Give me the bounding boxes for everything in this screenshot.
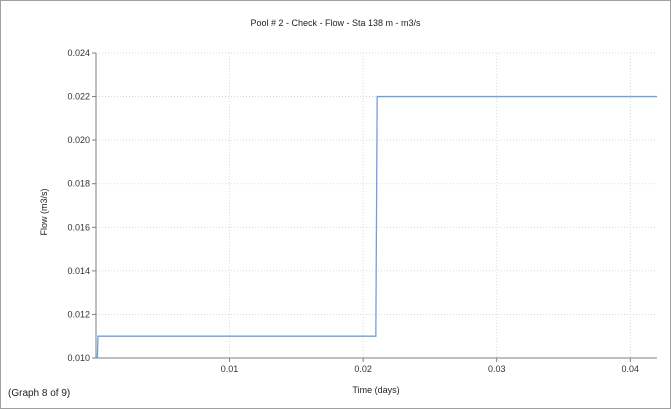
x-tick-label: 0.02 [354,364,372,374]
x-axis-label: Time (days) [352,385,399,395]
y-tick-label: 0.018 [67,179,90,189]
y-tick-label: 0.024 [67,48,90,58]
x-tick-label: 0.01 [221,364,239,374]
y-axis-label: Flow (m3/s) [39,188,49,235]
y-tick-label: 0.012 [67,309,90,319]
x-tick-label: 0.03 [488,364,506,374]
chart-title: Pool # 2 - Check - Flow - Sta 138 m - m3… [250,18,421,28]
y-tick-label: 0.010 [67,353,90,363]
y-tick-label: 0.022 [67,92,90,102]
flow-series-line [96,95,657,359]
graph-index-label: (Graph 8 of 9) [8,388,71,399]
series-layer [96,95,657,359]
y-tick-label: 0.014 [67,266,90,276]
axes [92,52,657,362]
tick-labels: 0.010 0.012 0.014 0.016 0.018 0.020 0.022 0.024… [67,48,639,374]
y-tick-label: 0.020 [67,135,90,145]
y-tick-label: 0.016 [67,222,90,232]
x-tick-label: 0.04 [622,364,640,374]
